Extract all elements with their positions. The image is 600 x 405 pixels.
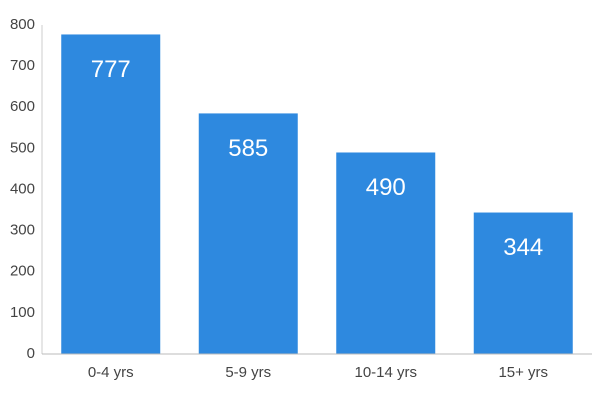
bar [473,212,573,354]
y-tick-label: 500 [10,139,35,156]
y-tick-label: 700 [10,57,35,74]
y-tick-label: 400 [10,180,35,197]
y-tick-label: 100 [10,304,35,321]
x-tick-label: 0-4 yrs [88,364,134,381]
y-tick-label: 800 [10,16,35,33]
bar [336,152,436,354]
y-tick-label: 300 [10,222,35,239]
x-tick-label: 5-9 yrs [225,364,271,381]
y-tick-label: 200 [10,263,35,280]
data-label: 490 [366,174,406,201]
data-label: 344 [503,234,543,261]
bar [198,113,298,354]
data-label: 777 [91,56,131,83]
y-tick-label: 600 [10,98,35,115]
bar [61,34,161,355]
data-label: 585 [228,135,268,162]
x-tick-label: 10-14 yrs [354,364,417,381]
y-tick-label: 0 [27,345,35,362]
x-tick-label: 15+ yrs [498,364,548,381]
